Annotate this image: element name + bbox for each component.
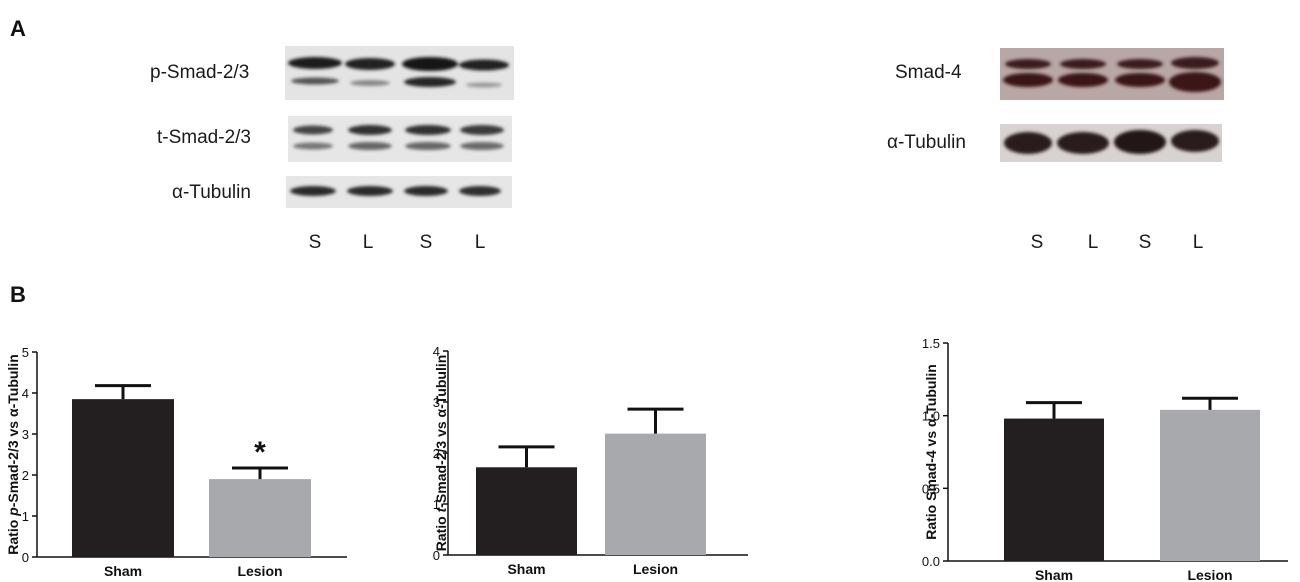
- bar-chart: 0 1 2 3 4 5 Sham Lesion * Ratio p-Smad-2/3 vs α-T…: [5, 345, 347, 579]
- x-tick-label: Lesion: [633, 561, 678, 577]
- y-tick-label: 3: [433, 395, 440, 410]
- y-tick-label: 3: [22, 427, 29, 442]
- y-tick-label: 1: [433, 497, 440, 512]
- y-tick-label: 0: [433, 548, 440, 563]
- lane-label: L: [1192, 232, 1204, 253]
- y-tick-label: 0.0: [922, 554, 940, 569]
- bar: [1160, 409, 1260, 561]
- y-tick-label: 5: [22, 345, 29, 360]
- x-tick-label: Sham: [104, 563, 142, 579]
- blot-label-tubulin-left: α-Tubulin: [172, 182, 251, 203]
- x-tick-label: Lesion: [1187, 567, 1232, 582]
- lane-label: S: [1138, 232, 1152, 253]
- x-tick-label: Sham: [1035, 567, 1073, 582]
- lane-label: L: [474, 232, 486, 253]
- bar: [476, 467, 577, 555]
- y-tick-label: 2: [433, 446, 440, 461]
- lane-label: L: [362, 232, 374, 253]
- blot-label-t-smad: t-Smad-2/3: [157, 127, 251, 148]
- lane-label: S: [419, 232, 433, 253]
- x-tick-label: Lesion: [237, 563, 282, 579]
- y-tick-label: 1.0: [922, 409, 940, 424]
- y-tick-label: 4: [433, 344, 440, 359]
- y-axis-label: Ratio p-Smad-2/3 vs α-Tubulin: [5, 354, 21, 554]
- bar-chart: 0 1 2 3 4 Sham Lesion Ratio t-Smad-2/3 vs α-Tub…: [433, 344, 748, 577]
- y-axis-label: Ratio Smad-4 vs α-Tubulin: [923, 364, 939, 540]
- bar-chart: 0.0 0.5 1.0 1.5 Sham Lesion Ratio Smad-4 vs α-…: [922, 336, 1288, 582]
- panel-b-letter: B: [10, 282, 26, 307]
- lane-label: S: [308, 232, 322, 253]
- x-tick-label: Sham: [507, 561, 545, 577]
- bar: [1004, 418, 1104, 561]
- blot-label-p-smad: p-Smad-2/3: [150, 62, 250, 83]
- bar: [605, 433, 706, 555]
- bar: [72, 399, 174, 557]
- lane-label: S: [1030, 232, 1044, 253]
- panel-a-letter: A: [10, 16, 26, 41]
- blot-label-smad4: Smad-4: [895, 62, 962, 83]
- y-tick-label: 2: [22, 468, 29, 483]
- y-tick-label: 1.5: [922, 336, 940, 351]
- y-tick-label: 4: [22, 386, 29, 401]
- lane-label: L: [1087, 232, 1099, 253]
- y-tick-label: 0: [22, 550, 29, 565]
- y-axis-label: Ratio t-Smad-2/3 vs α-Tubulin: [433, 355, 449, 552]
- y-tick-label: 0.5: [922, 481, 940, 496]
- blot-label-tubulin-right: α-Tubulin: [887, 132, 966, 153]
- significance-annotation: *: [254, 436, 266, 469]
- bar: [209, 479, 311, 557]
- y-tick-label: 1: [22, 509, 29, 524]
